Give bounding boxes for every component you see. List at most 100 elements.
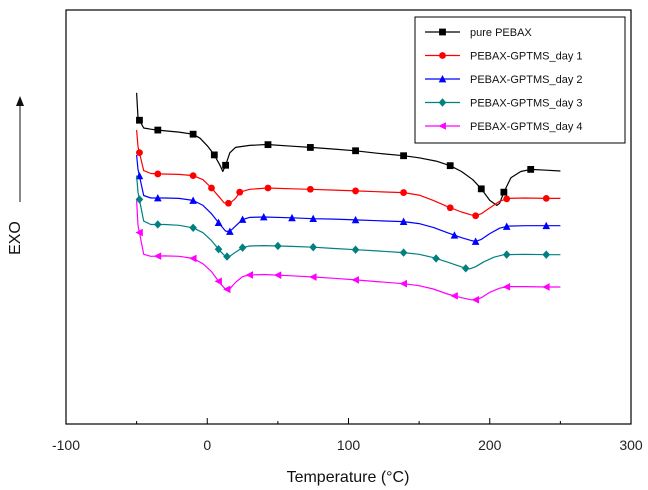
legend-marker <box>439 52 446 59</box>
legend: pure PEBAX PEBAX-GPTMS_day 1 PEBAX-GPTMS_d… <box>414 16 626 144</box>
legend-label: PEBAX-GPTMS_day 1 <box>470 51 583 63</box>
series-point <box>309 273 317 281</box>
series-point <box>154 170 162 178</box>
series-point <box>288 213 296 222</box>
x-tick-label: 0 <box>203 437 211 453</box>
x-tick-labels: -100 0 100 200 300 <box>52 437 643 453</box>
series-line <box>136 200 561 301</box>
series-point <box>189 130 197 138</box>
series-point <box>351 245 360 254</box>
series-point <box>259 213 268 221</box>
series-point <box>527 165 535 173</box>
series-point <box>214 245 223 254</box>
series-point <box>223 252 231 261</box>
legend-item: pure PEBAX <box>425 27 532 39</box>
series-point <box>189 196 197 204</box>
series-point <box>274 241 282 251</box>
series-point <box>450 231 459 239</box>
series-point <box>136 149 143 157</box>
series-point <box>461 264 470 273</box>
series-point <box>542 194 550 202</box>
legend-item: PEBAX-GPTMS_day 4 <box>425 121 583 133</box>
series-point <box>154 220 162 229</box>
series-point <box>189 223 197 232</box>
series-point <box>223 285 231 294</box>
legend-marker <box>439 28 446 36</box>
series-point <box>189 254 197 263</box>
series-point <box>352 187 359 195</box>
legend-marker <box>438 98 447 107</box>
series-point <box>471 237 480 245</box>
legend-box <box>414 16 626 144</box>
series-line <box>136 175 561 270</box>
series-point <box>503 195 511 203</box>
series-point <box>450 292 458 300</box>
y-axis-title: EXO <box>7 221 24 255</box>
series-point <box>351 276 359 284</box>
series-point <box>542 221 551 230</box>
series-point <box>351 215 360 224</box>
series-point <box>400 152 407 160</box>
x-tick-label: -100 <box>52 437 80 453</box>
legend-item: PEBAX-GPTMS_day 3 <box>425 98 583 110</box>
series-4 <box>135 175 561 273</box>
series-line <box>136 154 561 242</box>
series-point <box>399 217 408 225</box>
series-point <box>264 184 272 192</box>
legend-marker <box>438 122 446 130</box>
legend-label: PEBAX-GPTMS_day 3 <box>470 98 583 110</box>
series-point <box>477 185 485 193</box>
series-point <box>238 215 247 223</box>
series-point <box>214 277 222 286</box>
series-point <box>502 283 511 291</box>
series-1 <box>136 92 561 206</box>
series-point <box>236 188 244 196</box>
legend-item: PEBAX-GPTMS_day 2 <box>425 74 583 86</box>
series-point <box>352 147 359 155</box>
series-point <box>446 204 454 212</box>
series-5 <box>135 200 561 304</box>
series-3 <box>135 154 561 245</box>
series-point <box>189 172 197 180</box>
series-point <box>154 193 162 202</box>
series-point <box>399 279 407 288</box>
series-point <box>135 195 144 204</box>
series-point <box>214 218 223 227</box>
series-point <box>208 184 215 192</box>
series-point <box>245 271 254 279</box>
series-point <box>502 222 511 230</box>
series-layer <box>135 92 561 304</box>
x-tick-label: 300 <box>619 437 643 453</box>
legend-item: PEBAX-GPTMS_day 1 <box>425 51 583 63</box>
series-point <box>542 250 551 259</box>
x-axis-title: Temperature (°C) <box>287 469 410 486</box>
legend-label: PEBAX-GPTMS_day 2 <box>470 74 583 86</box>
series-point <box>154 126 162 134</box>
series-point <box>502 250 511 259</box>
y-axis-arrow-head <box>16 96 24 106</box>
series-point <box>306 144 314 151</box>
legend-marker <box>438 75 447 83</box>
series-point <box>432 254 440 263</box>
series-point <box>136 116 143 124</box>
series-point <box>446 162 454 170</box>
series-2 <box>136 130 561 220</box>
axis-ticks <box>65 418 632 424</box>
y-axis-title-group: EXO <box>7 96 24 255</box>
series-point <box>399 248 408 257</box>
series-point <box>238 243 247 252</box>
series-point <box>500 188 508 196</box>
series-point <box>400 189 407 196</box>
series-point <box>309 243 317 252</box>
series-point <box>225 199 232 207</box>
legend-label: PEBAX-GPTMS_day 4 <box>470 121 583 133</box>
series-point <box>306 185 314 193</box>
series-point <box>273 271 282 279</box>
series-point <box>309 214 317 223</box>
series-point <box>135 171 144 180</box>
series-point <box>135 228 143 237</box>
series-point <box>542 283 550 291</box>
series-point <box>222 161 230 169</box>
x-tick-label: 200 <box>478 437 502 453</box>
